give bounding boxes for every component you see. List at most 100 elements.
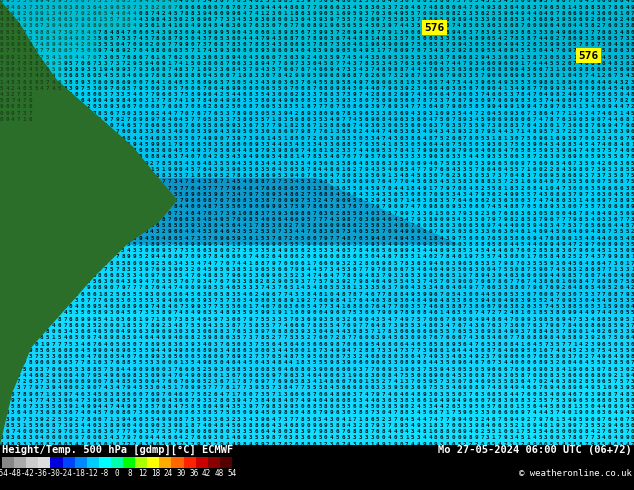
Text: 0: 0 (115, 323, 119, 328)
Text: 6: 6 (150, 111, 153, 116)
Text: 6: 6 (156, 86, 159, 91)
Text: 0: 0 (486, 148, 489, 153)
Text: 4: 4 (313, 292, 316, 297)
Text: 5: 5 (602, 49, 605, 53)
Text: 0: 0 (417, 311, 420, 316)
Text: 3: 3 (249, 61, 252, 66)
Text: 8: 8 (579, 167, 583, 172)
Text: 3: 3 (162, 29, 165, 35)
Text: 0: 0 (509, 161, 513, 166)
Text: 3: 3 (202, 148, 206, 153)
Text: 0: 0 (382, 435, 385, 441)
Text: 8: 8 (399, 292, 403, 297)
Text: 3: 3 (11, 267, 15, 272)
Text: 7: 7 (226, 0, 229, 3)
Text: 6: 6 (98, 329, 101, 334)
Text: 1: 1 (521, 423, 524, 428)
Text: 6: 6 (167, 261, 171, 266)
Text: 9: 9 (278, 211, 281, 216)
Text: 1: 1 (23, 117, 26, 122)
Text: 9: 9 (278, 279, 281, 284)
Text: 6: 6 (29, 379, 32, 384)
Text: 4: 4 (5, 317, 9, 322)
Text: 8: 8 (394, 161, 397, 166)
Text: 6: 6 (399, 336, 403, 341)
Text: 8: 8 (573, 173, 576, 178)
Text: 7: 7 (115, 17, 119, 22)
Text: 6: 6 (370, 0, 374, 3)
Text: 5: 5 (469, 329, 472, 334)
Text: 5: 5 (75, 423, 79, 428)
Text: 7: 7 (0, 267, 3, 272)
Text: 9: 9 (98, 192, 101, 197)
Text: 7: 7 (503, 173, 507, 178)
Text: 9: 9 (503, 435, 507, 441)
Text: 3: 3 (411, 410, 415, 416)
Text: 9: 9 (486, 367, 489, 371)
Text: 3: 3 (451, 111, 455, 116)
Text: 8: 8 (254, 323, 258, 328)
Text: 8: 8 (249, 74, 252, 78)
Text: 9: 9 (127, 173, 131, 178)
Text: 8: 8 (457, 117, 461, 122)
Text: 5: 5 (272, 111, 275, 116)
Text: 7: 7 (173, 211, 177, 216)
Text: 9: 9 (40, 0, 44, 3)
Text: 0: 0 (585, 298, 588, 303)
Text: 2: 2 (451, 173, 455, 178)
Text: 9: 9 (446, 148, 449, 153)
Text: 8: 8 (347, 242, 351, 247)
Text: 0: 0 (562, 429, 565, 434)
Text: 0: 0 (394, 98, 397, 103)
Text: 6: 6 (92, 29, 96, 35)
Text: 6: 6 (51, 217, 55, 222)
Text: 3: 3 (86, 279, 90, 284)
Text: 7: 7 (382, 29, 385, 35)
Text: 1: 1 (573, 342, 576, 346)
Text: 4: 4 (307, 267, 310, 272)
Text: 8: 8 (515, 204, 519, 209)
Text: 4: 4 (544, 410, 548, 416)
Text: 4: 4 (243, 360, 247, 366)
Text: 7: 7 (596, 111, 600, 116)
Text: 5: 5 (417, 54, 420, 60)
Text: 8: 8 (202, 441, 206, 446)
Text: 7: 7 (29, 186, 32, 191)
Text: 6: 6 (585, 223, 588, 228)
Text: 7: 7 (573, 49, 576, 53)
Text: 6: 6 (555, 136, 559, 141)
Text: 0: 0 (585, 79, 588, 85)
Text: 9: 9 (509, 111, 513, 116)
Text: 7: 7 (533, 354, 536, 359)
Text: 9: 9 (399, 204, 403, 209)
Text: 4: 4 (503, 0, 507, 3)
Text: 3: 3 (139, 242, 142, 247)
Text: 9: 9 (167, 410, 171, 416)
Text: 0: 0 (40, 242, 44, 247)
Text: 8: 8 (399, 79, 403, 85)
Text: 6: 6 (295, 4, 299, 10)
Text: 8: 8 (86, 360, 90, 366)
Text: 0: 0 (156, 248, 159, 253)
Text: 9: 9 (353, 92, 356, 97)
Text: 7: 7 (86, 373, 90, 378)
Text: 7: 7 (179, 385, 183, 391)
Text: 8: 8 (498, 136, 501, 141)
Text: 6: 6 (34, 223, 38, 228)
Text: 4: 4 (463, 416, 467, 421)
Text: 3: 3 (92, 429, 96, 434)
Text: 9: 9 (214, 317, 217, 322)
Text: 8: 8 (29, 410, 32, 416)
Text: 3: 3 (405, 117, 408, 122)
Text: 7: 7 (307, 154, 310, 159)
Text: 9: 9 (185, 286, 188, 291)
Text: 0: 0 (521, 117, 524, 122)
Text: 3: 3 (492, 342, 495, 346)
Text: 4: 4 (503, 273, 507, 278)
Text: 4: 4 (121, 279, 125, 284)
Text: 8: 8 (521, 98, 524, 103)
Text: 5: 5 (63, 416, 67, 421)
Text: 8: 8 (145, 342, 148, 346)
Text: 6: 6 (567, 373, 571, 378)
Text: 8: 8 (69, 129, 72, 134)
